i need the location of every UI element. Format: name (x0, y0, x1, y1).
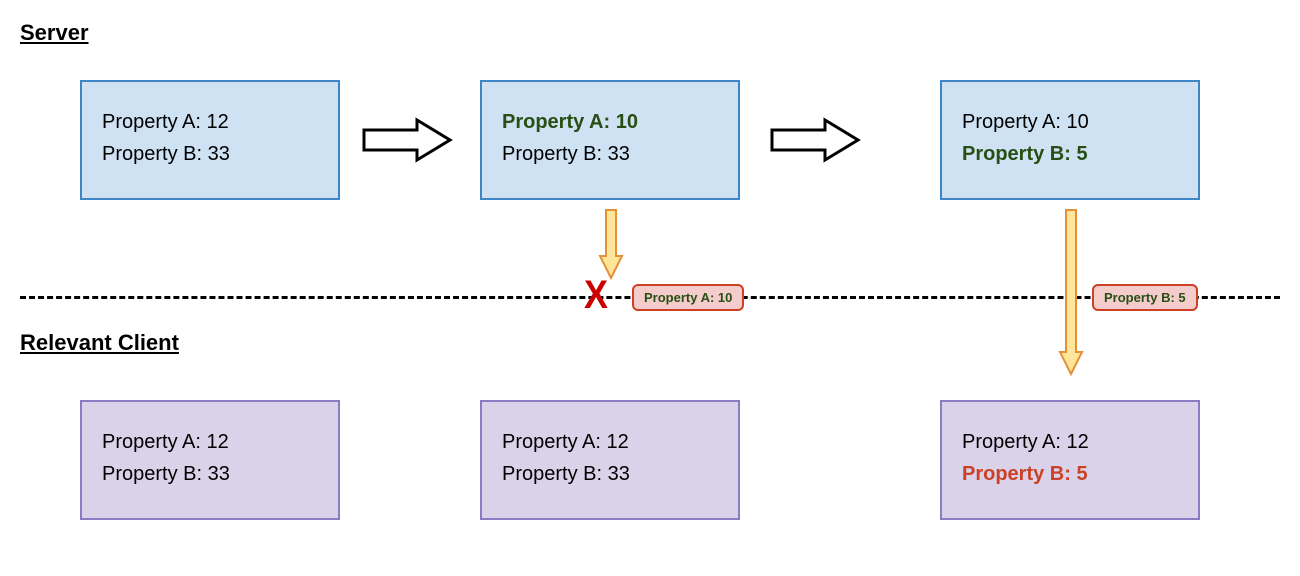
prop-line: Property B: 33 (102, 462, 318, 486)
message-text: Property A: 10 (644, 290, 732, 305)
prop-line: Property B: 5 (962, 462, 1178, 486)
message-2: Property B: 5 (1092, 284, 1198, 311)
server-state-2: Property A: 10 Property B: 33 (480, 80, 740, 200)
prop-line: Property A: 12 (102, 430, 318, 454)
prop-line: Property B: 33 (102, 142, 318, 166)
prop-line: Property B: 5 (962, 142, 1178, 166)
prop-line: Property A: 12 (962, 430, 1178, 454)
client-state-3: Property A: 12 Property B: 5 (940, 400, 1200, 520)
server-state-1: Property A: 12 Property B: 33 (80, 80, 340, 200)
client-title: Relevant Client (20, 330, 179, 356)
arrow-right-icon (770, 118, 860, 162)
message-1: Property A: 10 (632, 284, 744, 311)
prop-line: Property A: 10 (962, 110, 1178, 134)
server-state-3: Property A: 10 Property B: 5 (940, 80, 1200, 200)
prop-line: Property A: 12 (102, 110, 318, 134)
prop-line: Property B: 33 (502, 142, 718, 166)
arrow-right-icon (362, 118, 452, 162)
message-text: Property B: 5 (1104, 290, 1186, 305)
arrow-down-icon (598, 208, 624, 280)
server-title: Server (20, 20, 89, 46)
prop-line: Property B: 33 (502, 462, 718, 486)
prop-line: Property A: 10 (502, 110, 718, 134)
arrow-down-icon (1058, 208, 1084, 376)
blocked-x-icon: X (584, 272, 608, 318)
prop-line: Property A: 12 (502, 430, 718, 454)
client-state-2: Property A: 12 Property B: 33 (480, 400, 740, 520)
client-state-1: Property A: 12 Property B: 33 (80, 400, 340, 520)
